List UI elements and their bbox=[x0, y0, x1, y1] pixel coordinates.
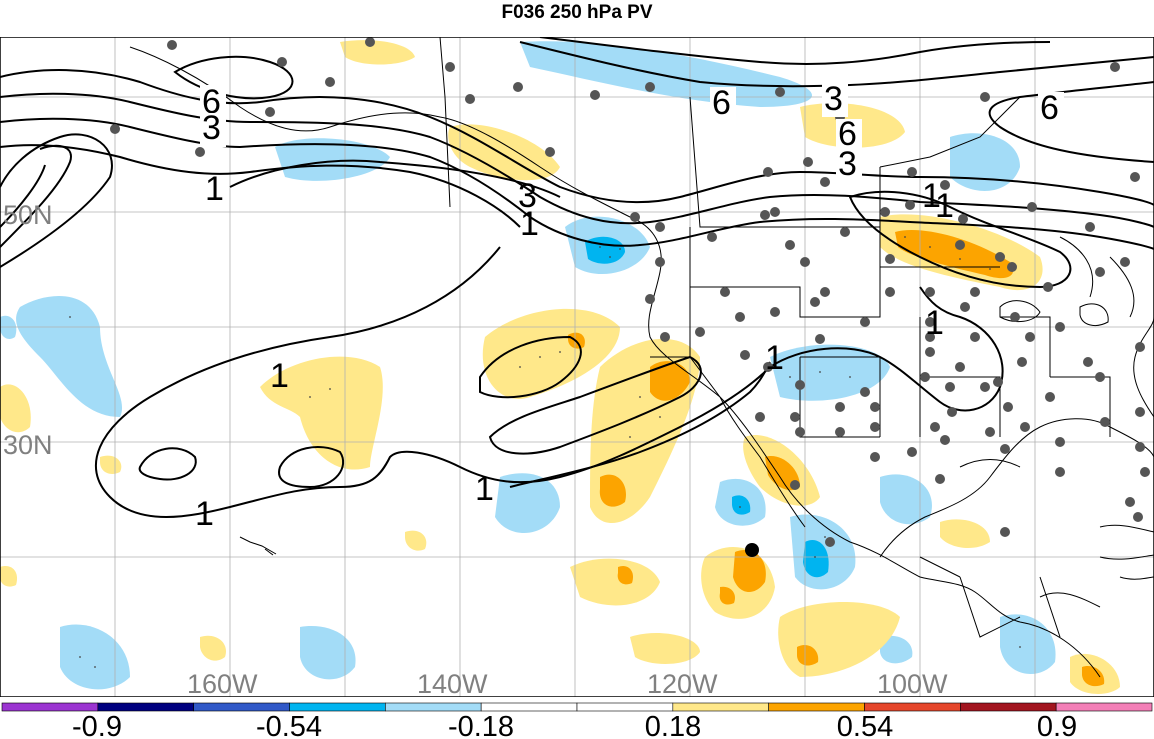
lat-label-50n: 50N bbox=[3, 200, 53, 230]
contour-label: 6 bbox=[712, 84, 731, 122]
contour-label: 1 bbox=[195, 495, 214, 533]
contour-label: 6 bbox=[202, 83, 221, 121]
colorbar-swatch bbox=[1055, 702, 1153, 712]
colorbar-swatch bbox=[1, 702, 99, 712]
colorbar-label: -0.18 bbox=[448, 711, 514, 739]
contour-label: 3 bbox=[518, 177, 537, 215]
contour-label: 6 bbox=[1040, 89, 1059, 127]
colorbar-swatch bbox=[768, 702, 865, 712]
lon-label-100w: 100W bbox=[877, 669, 948, 697]
colorbar-swatch bbox=[960, 702, 1057, 712]
station-dots bbox=[110, 37, 1150, 547]
colorbar-label: -0.9 bbox=[72, 711, 122, 739]
significance-stipple bbox=[69, 236, 1021, 668]
colorbar-swatch bbox=[193, 702, 290, 712]
colorbar-swatch bbox=[576, 702, 674, 712]
contour-label: 3 bbox=[202, 109, 221, 147]
coastlines-and-borders bbox=[129, 37, 1154, 678]
colorbar-swatch bbox=[97, 702, 194, 712]
contour-label: 1 bbox=[270, 357, 289, 395]
contour-label: 1 bbox=[475, 470, 494, 508]
contour-labels: 6 3 1 6 3 6 6 3 3 1 1 1 1 1 1 1 1 bbox=[195, 80, 1064, 533]
colorbar-swatch bbox=[480, 702, 578, 712]
contour-label: 1 bbox=[765, 339, 784, 377]
colorbar-swatches bbox=[1, 702, 1153, 712]
lon-label-160w: 160W bbox=[187, 669, 258, 697]
contour-label: 3 bbox=[838, 145, 857, 183]
colorbar-labels: -0.9 -0.54 -0.18 0.18 0.54 0.9 bbox=[72, 711, 1077, 739]
contour-label: 1 bbox=[925, 304, 944, 342]
contour-label: 6 bbox=[838, 115, 857, 153]
colorbar-label: -0.54 bbox=[256, 711, 322, 739]
colorbar-swatch bbox=[864, 702, 961, 712]
colorbar-label: 0.9 bbox=[1037, 711, 1077, 739]
colorbar: -0.9 -0.54 -0.18 0.18 0.54 0.9 bbox=[1, 702, 1153, 739]
contour-label: 1 bbox=[520, 205, 539, 243]
pv-map: 6 3 1 6 3 6 6 3 3 1 1 1 1 1 1 1 1 50N 30… bbox=[0, 37, 1154, 697]
storm-location-marker bbox=[745, 543, 759, 557]
colorbar-swatch bbox=[385, 702, 482, 712]
lon-label-140w: 140W bbox=[417, 669, 488, 697]
pv-anomaly-shading bbox=[0, 40, 1120, 694]
contour-label: 1 bbox=[922, 177, 941, 215]
contour-label: 3 bbox=[824, 80, 843, 118]
colorbar-label: 0.18 bbox=[645, 711, 701, 739]
lat-label-30n: 30N bbox=[3, 430, 53, 460]
contour-label: 1 bbox=[935, 187, 954, 225]
pv-contours bbox=[0, 37, 1154, 518]
contour-label: 1 bbox=[205, 170, 224, 208]
colorbar-swatch bbox=[289, 702, 386, 712]
map-title: F036 250 hPa PV bbox=[501, 2, 653, 23]
lon-label-120w: 120W bbox=[647, 669, 718, 697]
colorbar-label: 0.54 bbox=[837, 711, 893, 739]
colorbar-swatch bbox=[672, 702, 769, 712]
